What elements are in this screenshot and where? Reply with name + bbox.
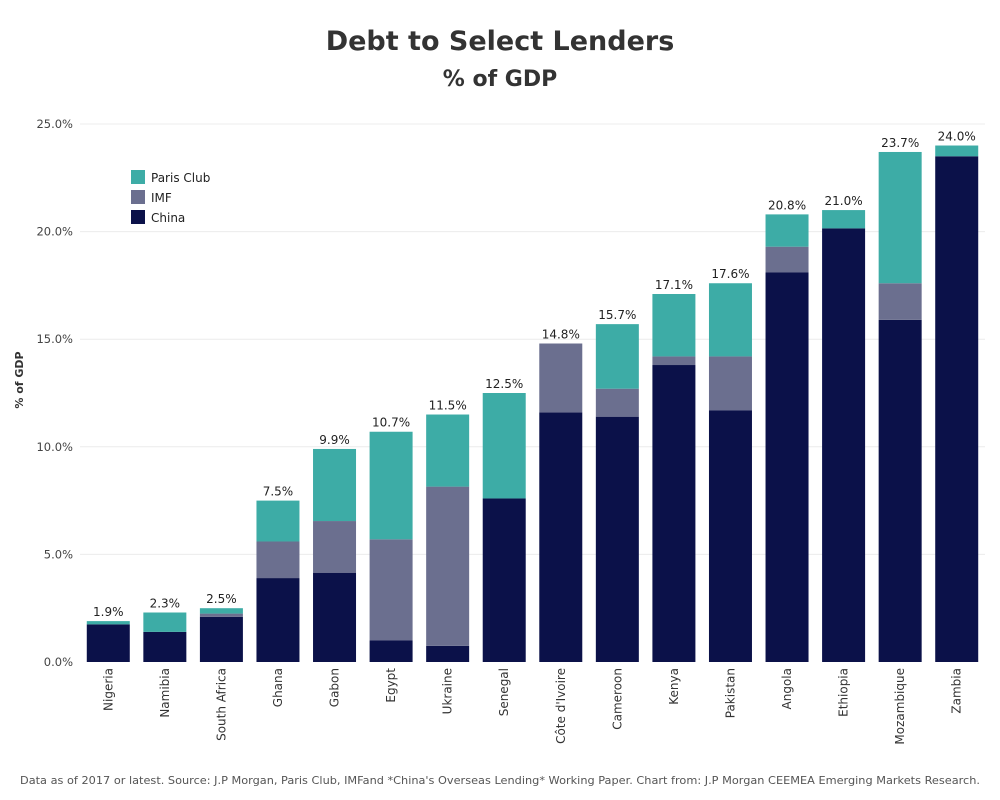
x-tick-label: Namibia: [158, 668, 172, 718]
x-tick-label: Ethiopia: [837, 668, 851, 717]
bar-total-label: 11.5%: [429, 399, 467, 413]
x-tick-label: Angola: [780, 668, 794, 709]
chart-footnote: Data as of 2017 or latest. Source: J.P M…: [20, 774, 980, 787]
bar-segment-china: [86, 624, 130, 662]
chart-subtitle: % of GDP: [443, 67, 558, 92]
bar-segment-china: [369, 640, 413, 662]
y-tick-label: 10.0%: [36, 440, 73, 454]
legend-swatch: [131, 190, 145, 204]
bar-segment-paris-club: [935, 145, 979, 157]
x-tick-label: Zambia: [950, 668, 964, 714]
x-tick-label: Ghana: [271, 668, 285, 707]
bar-total-label: 7.5%: [263, 485, 294, 499]
bar-total-label: 15.7%: [598, 308, 636, 322]
legend-label: China: [151, 211, 185, 225]
bar-segment-imf: [426, 486, 470, 646]
bar-segment-paris-club: [369, 431, 413, 540]
bar-total-label: 12.5%: [485, 377, 523, 391]
x-tick-label: Côte d'Ivoire: [554, 668, 568, 744]
bar-segment-china: [765, 272, 809, 662]
y-tick-label: 25.0%: [36, 117, 73, 131]
bar-segment-china: [652, 365, 696, 662]
bar-segment-china: [822, 228, 866, 662]
bar-segment-paris-club: [256, 500, 300, 542]
y-tick-label: 0.0%: [44, 655, 73, 669]
legend-label: IMF: [151, 191, 172, 205]
bar-segment-china: [878, 319, 922, 662]
legend-label: Paris Club: [151, 171, 210, 185]
bar-segment-paris-club: [878, 151, 922, 284]
x-tick-label: Kenya: [667, 668, 681, 705]
bar-total-label: 20.8%: [768, 198, 806, 212]
bar-total-label: 23.7%: [881, 136, 919, 150]
legend-swatch: [131, 170, 145, 184]
y-axis-label: % of GDP: [13, 351, 26, 408]
x-tick-label: Pakistan: [723, 668, 737, 718]
x-tick-label: South Africa: [214, 668, 228, 741]
x-tick-label: Egypt: [384, 668, 398, 703]
bar-segment-paris-club: [86, 621, 130, 625]
bar-segment-paris-club: [482, 393, 526, 499]
bar-total-label: 9.9%: [319, 433, 350, 447]
legend-swatch: [131, 210, 145, 224]
bar-segment-china: [256, 578, 300, 662]
bar-segment-imf: [313, 521, 357, 573]
bar-segment-imf: [595, 388, 639, 417]
bar-total-label: 17.1%: [655, 278, 693, 292]
bar-total-label: 2.5%: [206, 592, 237, 606]
x-tick-label: Mozambique: [893, 668, 907, 745]
bar-segment-china: [708, 410, 752, 662]
bar-segment-china: [595, 416, 639, 662]
x-tick-label: Ukraine: [441, 668, 455, 714]
bar-segment-paris-club: [143, 612, 187, 632]
bar-total-label: 17.6%: [711, 267, 749, 281]
bar-segment-paris-club: [652, 294, 696, 357]
bar-segment-paris-club: [426, 414, 470, 487]
bar-segment-china: [935, 156, 979, 662]
bar-total-label: 14.8%: [542, 328, 580, 342]
chart-title: Debt to Select Lenders: [326, 26, 675, 57]
bar-segment-paris-club: [708, 283, 752, 357]
bar-segment-paris-club: [313, 448, 357, 522]
bar-segment-imf: [708, 356, 752, 411]
x-tick-label: Cameroon: [610, 668, 624, 730]
bar-segment-china: [143, 631, 187, 662]
y-tick-label: 15.0%: [36, 332, 73, 346]
x-tick-label: Nigeria: [101, 668, 115, 711]
bar-segment-imf: [539, 343, 583, 413]
bar-segment-china: [482, 498, 526, 662]
x-tick-label: Gabon: [328, 668, 342, 707]
bar-segment-paris-club: [595, 324, 639, 389]
bar-segment-imf: [256, 541, 300, 579]
bar-segment-imf: [765, 246, 809, 273]
bar-segment-china: [426, 645, 470, 662]
y-tick-label: 20.0%: [36, 225, 73, 239]
bar-segment-paris-club: [765, 214, 809, 247]
bar-total-label: 24.0%: [938, 130, 976, 144]
bar-segment-china: [199, 616, 243, 662]
bar-segment-paris-club: [822, 210, 866, 229]
bar-total-label: 21.0%: [825, 194, 863, 208]
bar-segment-imf: [652, 356, 696, 366]
bar-total-label: 2.3%: [150, 597, 181, 611]
bar-segment-imf: [199, 613, 243, 617]
bar-segment-imf: [878, 283, 922, 320]
bar-segment-china: [539, 412, 583, 662]
bar-segment-imf: [369, 539, 413, 641]
bar-total-label: 10.7%: [372, 416, 410, 430]
y-tick-label: 5.0%: [44, 547, 73, 561]
x-tick-label: Senegal: [497, 668, 511, 716]
bar-segment-china: [313, 572, 357, 662]
bar-segment-paris-club: [199, 608, 243, 614]
bar-total-label: 1.9%: [93, 605, 124, 619]
